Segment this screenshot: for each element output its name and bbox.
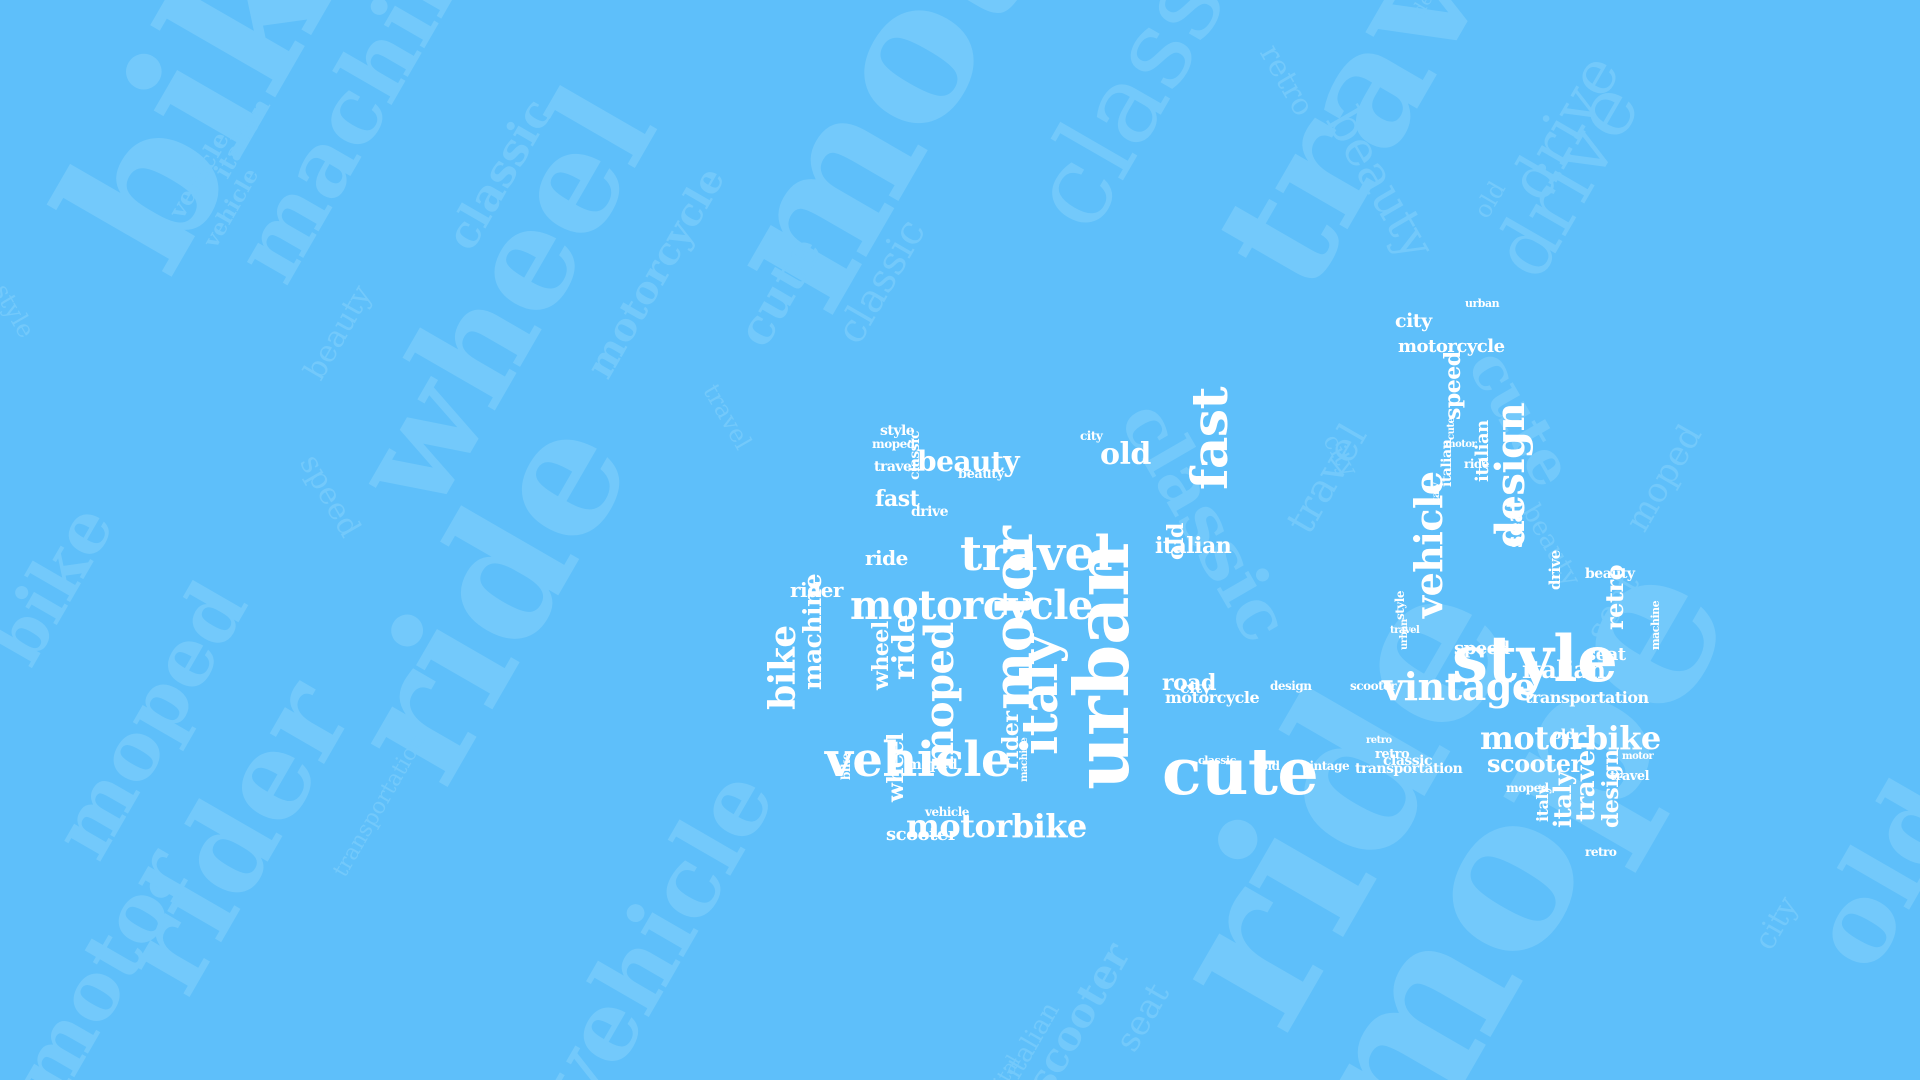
- cloud-word: beauty: [1585, 566, 1635, 582]
- cloud-word: italy: [1548, 771, 1577, 828]
- cloud-word: beauty: [958, 467, 1004, 482]
- cloud-word: wheel: [883, 733, 909, 802]
- cloud-word: machine: [1019, 737, 1030, 782]
- cloud-word: vintage: [1382, 664, 1536, 709]
- cloud-word: motorcycle: [850, 582, 1093, 629]
- cloud-word: city: [1080, 429, 1103, 443]
- cloud-word: vehicle: [1406, 471, 1451, 618]
- cloud-word: travel: [874, 459, 917, 475]
- bg-word: old: [1781, 758, 1920, 990]
- cloud-word: style: [1452, 622, 1618, 697]
- cloud-word: fast: [1180, 386, 1239, 490]
- cloud-word: urban: [1399, 619, 1410, 650]
- cloud-word: city: [1395, 310, 1432, 332]
- bg-word: city: [1747, 890, 1806, 956]
- bg-word: moped: [1617, 417, 1711, 539]
- cloud-word: beauty: [917, 445, 1020, 478]
- cloud-word: classic: [1198, 754, 1236, 767]
- cloud-word: ride: [865, 546, 908, 570]
- bg-word: beauty: [297, 279, 380, 386]
- cloud-word: travel: [1390, 625, 1420, 636]
- cloud-word: cute: [1446, 417, 1457, 440]
- cloud-word: italy: [1431, 482, 1442, 505]
- cloud-word: scooter: [1350, 679, 1397, 693]
- cloud-word: ride: [1464, 457, 1489, 471]
- cloud-word: vehicle: [825, 732, 1012, 788]
- cloud-word: road: [1162, 670, 1216, 696]
- cloud-word: rider: [790, 578, 843, 602]
- cloud-word: vehicle: [925, 805, 969, 819]
- cloud-word: motor: [1622, 751, 1654, 762]
- cloud-word: cute: [1162, 734, 1319, 810]
- bg-word: style: [0, 279, 41, 343]
- cloud-word: transportation: [1355, 761, 1463, 777]
- cloud-word: city: [1180, 678, 1211, 697]
- cloud-word: motor: [1445, 439, 1477, 450]
- cloud-word: machine: [798, 573, 827, 690]
- cloud-word: old: [1100, 437, 1151, 472]
- bg-word: vehicle: [513, 751, 797, 1080]
- cloud-word: travel: [1610, 769, 1650, 784]
- cloud-word: italy: [1533, 785, 1552, 822]
- cloud-word: speed: [1454, 638, 1510, 659]
- cloud-word: transportation: [1525, 688, 1649, 707]
- cloud-word: italian: [1522, 655, 1606, 684]
- cloud-word: moped: [872, 437, 915, 451]
- cloud-word: seat: [1502, 499, 1528, 548]
- cloud-word: motorbike: [1480, 719, 1661, 757]
- cloud-word: machine: [1649, 600, 1662, 650]
- cloud-word: motorcycle: [1165, 688, 1260, 707]
- bg-word: bike: [0, 490, 131, 678]
- cloud-word: bike: [762, 625, 804, 710]
- cloud-word: style: [880, 423, 915, 439]
- cloud-word: seat: [1586, 644, 1626, 665]
- cloud-word: retro: [1585, 845, 1617, 859]
- cloud-word: drive: [1546, 550, 1564, 590]
- cloud-word: urban: [1058, 542, 1146, 790]
- cloud-word: retro: [1366, 735, 1392, 746]
- cloud-word: old: [1260, 759, 1280, 773]
- cloud-word: moped: [1506, 781, 1549, 795]
- cloud-word: motorcycle: [1398, 336, 1505, 357]
- cloud-word: scooter: [886, 824, 957, 845]
- cloud-word: speed: [1440, 351, 1466, 420]
- cloud-word: motorbike: [906, 807, 1087, 845]
- cloud-word: design: [1598, 749, 1624, 828]
- cloud-word: drive: [911, 504, 949, 520]
- cloud-word: classic: [1383, 753, 1433, 769]
- cloud-word: italian: [1155, 533, 1232, 559]
- cloud-word: style: [1393, 591, 1407, 620]
- cloud-word: classic: [907, 430, 923, 480]
- cloud-word: bike: [839, 753, 853, 780]
- cloud-word: design: [1270, 679, 1312, 693]
- cloud-word: travel: [960, 526, 1113, 582]
- cloud-word: old: [1552, 727, 1575, 743]
- cloud-word: vintage: [1303, 759, 1350, 773]
- cloud-word: fast: [875, 486, 920, 512]
- bg-word: travel: [697, 379, 758, 455]
- cloud-word: urban: [1465, 297, 1500, 310]
- cloud-word: retro: [1375, 747, 1410, 762]
- cloud-word: scooter: [1487, 749, 1583, 778]
- cloud-word: moped: [907, 757, 958, 773]
- cloud-word: retro: [1600, 564, 1629, 630]
